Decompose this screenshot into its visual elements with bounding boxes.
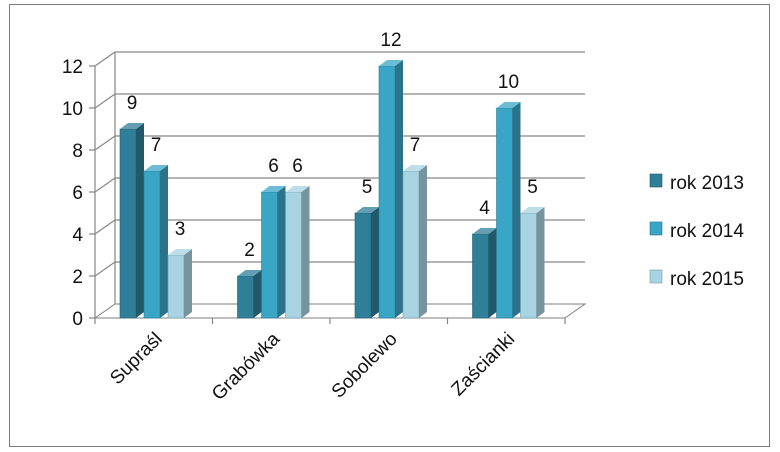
bar-front xyxy=(378,65,396,319)
data-label: 7 xyxy=(410,135,421,156)
bar xyxy=(472,228,497,319)
legend-swatch xyxy=(649,269,663,284)
y-tick-label: 2 xyxy=(72,267,83,288)
bar-side xyxy=(395,60,403,318)
bar-top xyxy=(285,186,310,192)
bar-side xyxy=(277,186,286,318)
bar-front xyxy=(261,191,278,319)
bar xyxy=(167,249,192,319)
bar-front xyxy=(402,170,420,319)
data-label: 9 xyxy=(127,93,138,114)
y-tick-label: 10 xyxy=(62,99,83,120)
x-category-label: Sobolewo xyxy=(328,329,402,403)
bar-front xyxy=(354,212,372,319)
data-label: 10 xyxy=(498,72,519,93)
bar-side xyxy=(419,165,427,318)
bar-side xyxy=(160,165,168,318)
bar-side xyxy=(371,207,379,318)
bar-front xyxy=(237,275,254,319)
bar xyxy=(261,186,286,319)
bar-side xyxy=(136,123,144,318)
bar-side xyxy=(488,228,497,318)
data-label: 3 xyxy=(175,219,186,240)
x-category-label: Supraśl xyxy=(106,329,166,389)
bar-top xyxy=(403,165,427,171)
data-label: 7 xyxy=(151,135,162,156)
legend-swatch xyxy=(649,173,663,188)
legend-swatch xyxy=(649,221,663,236)
bar xyxy=(402,165,427,319)
bar xyxy=(143,165,168,319)
legend-label: rok 2014 xyxy=(670,221,744,242)
bar-top xyxy=(472,228,497,234)
chart-bars xyxy=(119,60,545,319)
bar-top xyxy=(168,249,192,255)
x-category-label: Zaścianki xyxy=(448,329,520,401)
legend-label: rok 2013 xyxy=(670,173,744,194)
y-tick-label: 12 xyxy=(62,57,83,78)
bar xyxy=(285,186,310,319)
y-tick-label: 6 xyxy=(72,183,83,204)
bar-top xyxy=(520,207,545,213)
bar-side xyxy=(301,186,310,318)
bar-front xyxy=(119,128,137,319)
data-label: 4 xyxy=(479,198,490,219)
bar-top xyxy=(120,123,144,129)
bar xyxy=(496,102,521,319)
data-label: 6 xyxy=(292,156,303,177)
bar-side xyxy=(184,249,192,318)
bar-side xyxy=(536,207,545,318)
bar xyxy=(378,60,403,319)
bar-top xyxy=(144,165,168,171)
y-tick-label: 4 xyxy=(72,225,83,246)
bar-side xyxy=(512,102,521,318)
bar-top xyxy=(237,270,262,276)
bar-top xyxy=(355,207,379,213)
legend-item: rok 2014 xyxy=(649,221,744,242)
bar-top xyxy=(261,186,286,192)
x-category-label: Grabówka xyxy=(208,328,284,404)
legend-label: rok 2015 xyxy=(670,269,744,290)
bar xyxy=(119,123,144,319)
y-tick-label: 0 xyxy=(72,309,83,330)
bar xyxy=(520,207,545,319)
bar-front xyxy=(167,254,185,319)
bar-front xyxy=(143,170,161,319)
chart-legend: rok 2013 rok 2014 rok 2015 xyxy=(649,173,744,290)
bar-front xyxy=(520,212,537,319)
bar-front xyxy=(285,191,302,319)
bar-side xyxy=(253,270,262,318)
bar-front xyxy=(496,107,513,319)
bar-top xyxy=(379,60,403,66)
bar xyxy=(354,207,379,319)
bar-front xyxy=(472,233,489,319)
data-label: 2 xyxy=(244,240,255,261)
data-label: 12 xyxy=(380,30,401,51)
y-tick-label: 8 xyxy=(72,141,83,162)
legend-item: rok 2015 xyxy=(649,269,744,290)
data-label: 6 xyxy=(268,156,279,177)
data-label: 5 xyxy=(527,177,538,198)
bar-top xyxy=(496,102,521,108)
data-label: 5 xyxy=(362,177,373,198)
bar xyxy=(237,270,262,319)
legend-item: rok 2013 xyxy=(649,173,744,194)
